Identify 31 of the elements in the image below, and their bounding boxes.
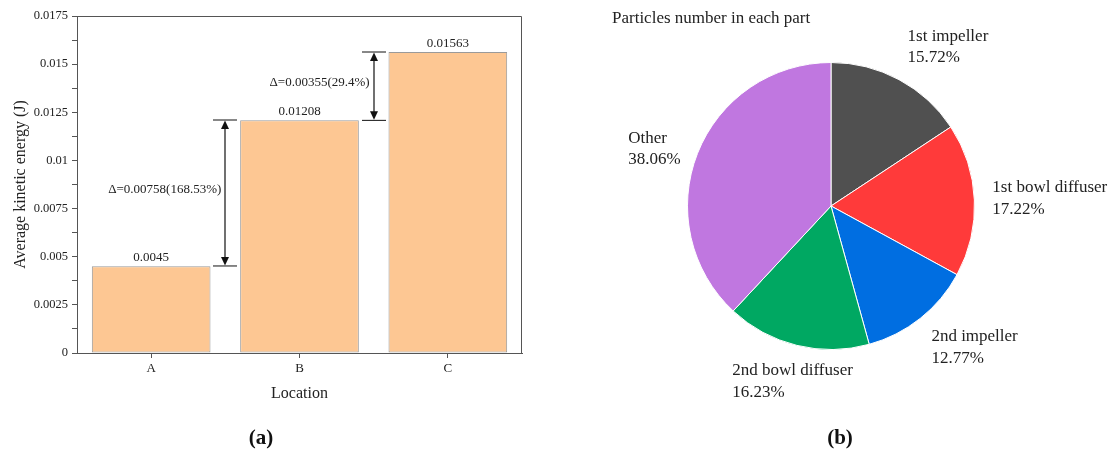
data-label: 0.01208 [278,103,321,119]
text: (b) [826,425,854,450]
x-axis-title: Location [271,383,328,401]
annotation: Δ=0.00758(168.53%) [108,180,222,196]
slice-label: 1st impeller [907,25,989,45]
y-tick-label: 0 [61,345,68,360]
x-tick-label: C [443,360,453,376]
y-tick-label: 0.005 [39,249,68,263]
y-tick-label: 0.0025 [33,297,68,312]
y-axis-title: Average kinetic energy (J) [10,100,29,269]
data-label: 38.06% [628,149,681,169]
x-tick-label: B [295,360,305,376]
y-tick-label: 0.0125 [33,104,68,119]
data-label: 17.22% [992,198,1045,218]
chart-title: Particles number in each part [612,8,811,28]
y-tick-label: 0.0075 [33,200,68,215]
slice-label: 2nd bowl diffuser [732,360,854,380]
data-label: 0.0045 [133,249,170,265]
slice-label: 2nd impeller [931,326,1019,346]
text: (a) [247,425,275,450]
y-tick-label: 0.015 [39,56,68,71]
annotation: Δ=0.00355(29.4%) [269,73,370,89]
data-label: 16.23% [732,381,785,401]
data-label: 15.72% [907,47,960,67]
slice-label: 1st bowl diffuser [992,177,1108,197]
data-label: 12.77% [931,347,984,367]
data-label: 0.01563 [426,34,469,50]
y-tick-label: 0.0175 [33,8,68,23]
slice-label: Other [628,127,668,147]
x-tick-label: A [146,360,157,376]
y-tick-label: 0.01 [46,152,68,167]
